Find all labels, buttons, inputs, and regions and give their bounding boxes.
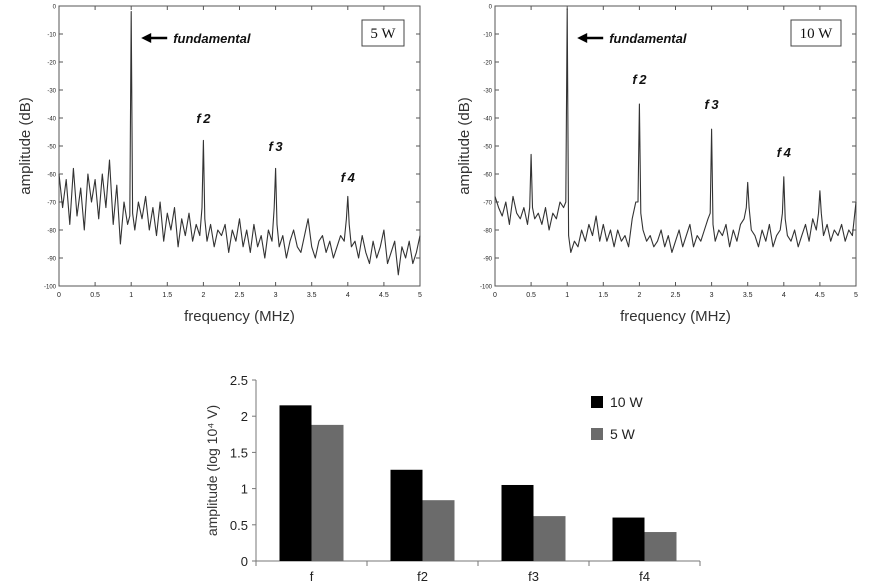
annotation-fundamental: fundamental (609, 31, 687, 46)
bar-10w-f4 (612, 517, 645, 561)
legend-label: 5 W (610, 426, 636, 442)
power-label-box (361, 19, 405, 47)
y-tick-label: 1 (241, 482, 248, 497)
y-tick-label: -100 (480, 285, 493, 291)
y-tick-label: -70 (483, 201, 492, 207)
annotation-arrowhead (141, 33, 152, 43)
x-tick-label: 2 (637, 292, 641, 299)
y-tick-label: -40 (47, 117, 56, 123)
x-axis-label: frequency (MHz) (184, 308, 295, 325)
x-tick-label: 3 (710, 292, 714, 299)
x-tick-label: 0.5 (526, 292, 536, 299)
y-tick-label: -10 (483, 33, 492, 39)
spectrum-line (494, 8, 857, 253)
x-tick-label: 1 (129, 292, 133, 299)
spectrum-chart-2: 0 0.5 1 1.5 2 2.5 3 3.5 4 4.5 5 0 -10 -20 -30 -40 -50 -60… (456, 5, 858, 326)
x-tick-label: 1.5 (598, 292, 608, 299)
x-tick-label: 1 (565, 292, 569, 299)
x-tick-label: 3 (274, 292, 278, 299)
x-tick-label: 0 (57, 292, 61, 299)
y-tick-label: -100 (44, 285, 57, 291)
y-tick-label: -80 (483, 229, 492, 235)
y-tick-label: 0 (489, 5, 493, 11)
legend-label: 10 W (610, 394, 643, 410)
y-tick-label: -40 (483, 117, 492, 123)
bar-10w-f2 (390, 469, 423, 561)
bar-10w-f3 (501, 484, 534, 561)
y-tick-label: -10 (47, 33, 56, 39)
y-axis-label: amplitude (log 10⁴ V) (204, 405, 220, 536)
legend-swatch (591, 396, 603, 408)
bar-5w-f2 (422, 500, 455, 561)
annotation-f3: f 3 (269, 139, 284, 154)
annotation-f2: f 2 (196, 111, 211, 126)
x-tick-label: 4.5 (379, 292, 389, 299)
bar-10w-f (279, 405, 312, 561)
spectrum-chart-1: 0 0.5 1 1.5 2 2.5 3 3.5 4 4.5 5 0 -10 -20 -30 -40 -50 -60… (17, 5, 422, 326)
bar-5w-f4 (644, 532, 677, 561)
power-label: 10 W (800, 26, 833, 42)
annotation-fundamental: fundamental (173, 31, 251, 46)
y-tick-label: -30 (483, 89, 492, 95)
x-tick-label: 5 (418, 292, 422, 299)
bar-chart: 0 0.5 1 1.5 2 2.5 f f2 f3 f4 amplitude (log 10⁴ V)… (204, 373, 701, 584)
y-tick-label: -60 (47, 173, 56, 179)
x-tick-label: f2 (417, 569, 428, 584)
y-tick-label: 0 (53, 5, 57, 11)
x-tick-label: f4 (639, 569, 650, 584)
y-axis-label: amplitude (dB) (17, 97, 34, 195)
y-tick-label: 1.5 (230, 445, 248, 460)
plot-frame (494, 5, 857, 287)
legend-swatch (591, 428, 603, 440)
y-tick-label: 0 (241, 554, 248, 569)
plot-frame (58, 5, 421, 287)
bar-5w-f3 (533, 516, 566, 561)
y-tick-label: -90 (47, 257, 56, 263)
annotation-f4: f 4 (341, 170, 356, 185)
x-tick-label: 2.5 (671, 292, 681, 299)
x-tick-label: 1.5 (162, 292, 172, 299)
x-tick-label: 4 (782, 292, 786, 299)
bar-5w-f (311, 424, 344, 561)
y-tick-label: -50 (47, 145, 56, 151)
y-tick-label: -30 (47, 89, 56, 95)
y-tick-label: -50 (483, 145, 492, 151)
y-tick-label: -70 (47, 201, 56, 207)
x-tick-label: 3.5 (743, 292, 753, 299)
x-tick-label: 0 (493, 292, 497, 299)
power-label: 5 W (370, 26, 396, 42)
x-tick-label: f3 (528, 569, 539, 584)
x-tick-label: f (310, 569, 314, 584)
x-tick-label: 4 (346, 292, 350, 299)
x-tick-label: 2 (201, 292, 205, 299)
x-tick-label: 4.5 (815, 292, 825, 299)
x-tick-label: 2.5 (235, 292, 245, 299)
y-axis-label: amplitude (dB) (456, 97, 473, 195)
y-tick-label: -80 (47, 229, 56, 235)
annotation-f3: f 3 (705, 97, 720, 112)
x-axis-label: frequency (MHz) (620, 308, 731, 325)
x-tick-label: 0.5 (90, 292, 100, 299)
annotation-f2: f 2 (632, 72, 647, 87)
annotation-f4: f 4 (777, 145, 792, 160)
annotation-arrowhead (577, 33, 588, 43)
y-tick-label: -20 (483, 61, 492, 67)
y-tick-label: 0.5 (230, 518, 248, 533)
spectrum-line (58, 11, 421, 276)
y-tick-label: 2 (241, 409, 248, 424)
y-tick-label: 2.5 (230, 373, 248, 388)
power-label-box (790, 19, 842, 47)
y-tick-label: -90 (483, 257, 492, 263)
y-tick-label: -60 (483, 173, 492, 179)
x-tick-label: 3.5 (307, 292, 317, 299)
x-tick-label: 5 (854, 292, 858, 299)
y-tick-label: -20 (47, 61, 56, 67)
